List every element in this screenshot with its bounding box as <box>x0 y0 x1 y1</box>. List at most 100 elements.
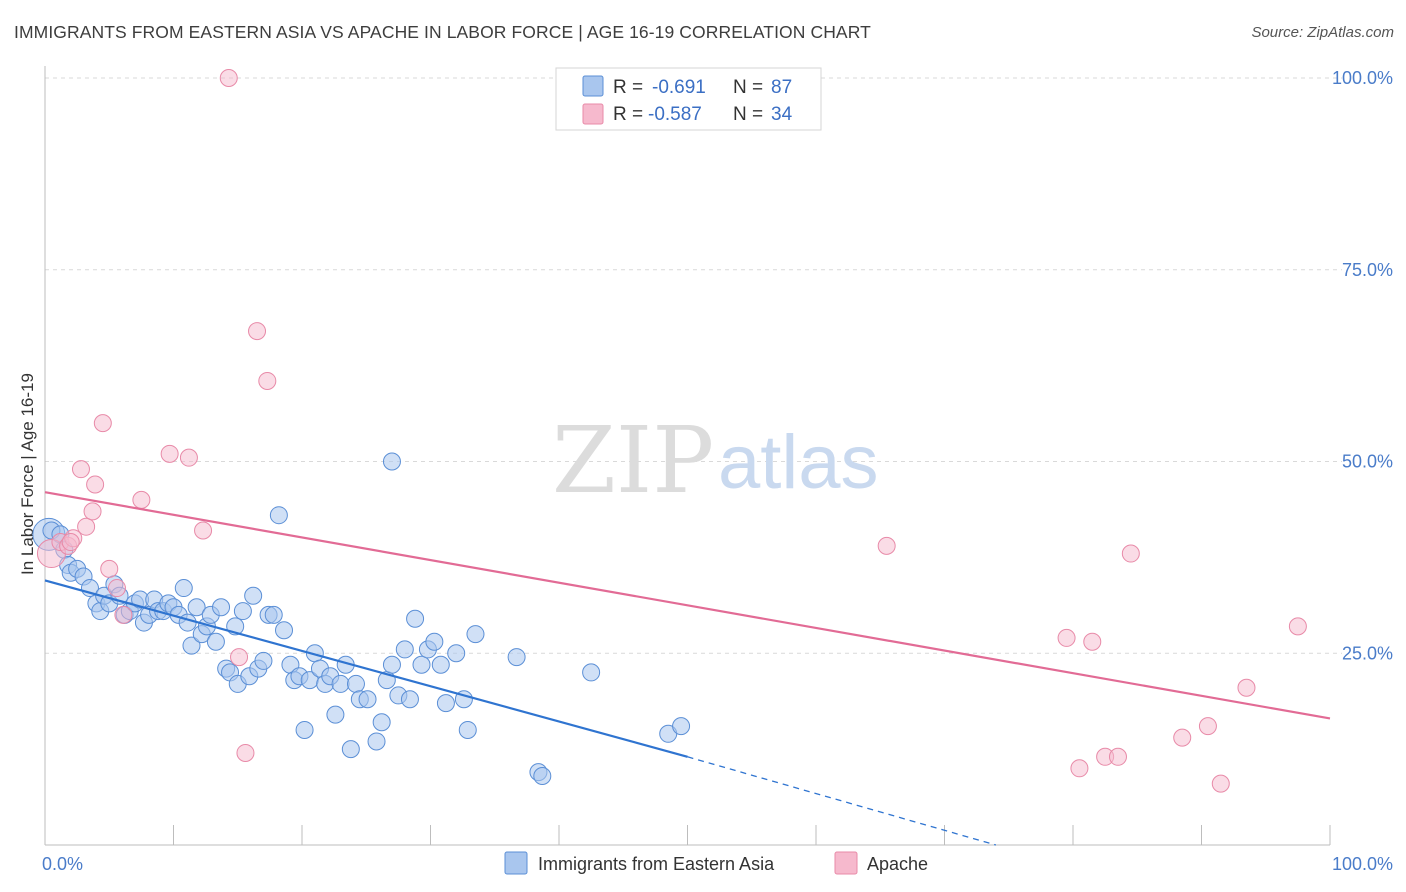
trend-lines <box>44 491 1331 846</box>
bottom-legend-swatch-blue <box>504 851 528 875</box>
data-point-blue <box>174 579 193 598</box>
bottom-legend-swatch-pink <box>834 851 858 875</box>
data-point-blue <box>346 674 365 693</box>
data-point-blue <box>178 613 197 632</box>
data-point-blue <box>187 598 206 617</box>
data-point-pink <box>1198 717 1217 736</box>
data-point-blue <box>233 602 252 621</box>
watermark-zip: ZIP <box>552 407 714 514</box>
data-point-pink <box>61 533 80 552</box>
data-point-pink <box>194 521 213 540</box>
data-point-pink <box>107 579 126 598</box>
data-point-pink <box>86 475 105 494</box>
data-point-blue <box>244 586 263 605</box>
data-point-blue <box>269 506 288 525</box>
legend-n-label-1: N = <box>733 77 763 98</box>
data-point-pink <box>1108 747 1127 766</box>
data-point-pink <box>248 322 267 341</box>
data-point-pink <box>1070 759 1089 778</box>
data-point-blue <box>412 655 431 674</box>
axes <box>44 66 1331 846</box>
gridlines <box>45 77 1342 654</box>
data-point-blue <box>295 720 314 739</box>
data-point-blue <box>400 690 419 709</box>
legend-r-label-1: R = <box>613 77 643 98</box>
x-tick-label: 100.0% <box>1332 854 1393 874</box>
legend-r-value-1: -0.691 <box>652 77 706 98</box>
legend-n-value-1: 87 <box>771 77 792 98</box>
data-point-pink <box>1057 628 1076 647</box>
data-point-pink <box>114 605 133 624</box>
data-point-blue <box>406 609 425 628</box>
data-point-pink <box>1173 728 1192 747</box>
data-point-blue <box>533 766 552 785</box>
y-tick-label: 25.0% <box>1342 643 1393 663</box>
data-point-blue <box>582 663 601 682</box>
legend-n-label-2: N = <box>733 104 763 125</box>
data-point-blue <box>458 720 477 739</box>
x-tick-label: 0.0% <box>42 854 83 874</box>
trend-line-blue-extension <box>687 756 997 846</box>
data-point-pink <box>77 517 96 536</box>
data-point-blue <box>367 732 386 751</box>
data-point-blue <box>326 705 345 724</box>
data-point-blue <box>358 690 377 709</box>
data-point-pink <box>132 490 151 509</box>
legend-r-label-2: R = <box>613 104 643 125</box>
data-point-pink <box>71 460 90 479</box>
data-point-pink <box>236 743 255 762</box>
bottom-legend-label-pink: Apache <box>867 854 928 874</box>
trend-line-pink <box>44 491 1331 720</box>
data-point-blue <box>395 640 414 659</box>
legend-r-value-2: -0.587 <box>648 104 702 125</box>
bottom-legend-label-blue: Immigrants from Eastern Asia <box>538 854 775 874</box>
data-point-blue <box>341 740 360 759</box>
tick-labels: 25.0% 50.0% 75.0% 100.0% 0.0% 100.0% <box>42 68 1393 874</box>
data-point-blue <box>372 713 391 732</box>
data-point-blue <box>507 648 526 667</box>
data-point-blue <box>254 651 273 670</box>
data-point-pink <box>1121 544 1140 563</box>
data-point-pink <box>160 444 179 463</box>
data-point-blue <box>331 674 350 693</box>
data-point-blue <box>425 632 444 651</box>
series-pink-points <box>36 69 1307 793</box>
chart-title: IMMIGRANTS FROM EASTERN ASIA VS APACHE I… <box>14 22 871 42</box>
data-point-blue <box>382 655 401 674</box>
y-tick-label: 100.0% <box>1332 68 1393 88</box>
data-point-pink <box>230 648 249 667</box>
data-point-pink <box>1083 632 1102 651</box>
data-point-pink <box>83 502 102 521</box>
legend-n-value-2: 34 <box>771 104 793 125</box>
source-credit: Source: ZipAtlas.com <box>1251 24 1394 41</box>
data-point-blue <box>182 636 201 655</box>
data-point-blue <box>382 452 401 471</box>
data-point-pink <box>100 559 119 578</box>
data-point-blue <box>264 605 283 624</box>
data-point-blue <box>212 598 231 617</box>
trend-line-blue <box>44 579 688 758</box>
data-point-blue <box>436 694 455 713</box>
watermark: ZIP atlas <box>552 407 879 514</box>
series-blue-points <box>32 452 691 785</box>
data-point-pink <box>877 536 896 555</box>
data-point-blue <box>206 632 225 651</box>
data-point-pink <box>258 371 277 390</box>
legend-swatch-blue <box>582 75 604 97</box>
data-point-blue <box>672 717 691 736</box>
y-tick-label: 50.0% <box>1342 452 1393 472</box>
data-point-pink <box>93 414 112 433</box>
data-point-pink <box>1288 617 1307 636</box>
data-point-pink <box>1211 774 1230 793</box>
data-point-pink <box>1237 678 1256 697</box>
legend-box: R = -0.691 N = 87 R = -0.587 N = 34 <box>555 67 822 131</box>
y-tick-label: 75.0% <box>1342 260 1393 280</box>
data-point-blue <box>275 621 294 640</box>
data-point-blue <box>431 655 450 674</box>
legend-swatch-pink <box>582 103 604 125</box>
data-point-pink <box>179 448 198 467</box>
watermark-atlas: atlas <box>718 420 879 505</box>
bottom-legend: Immigrants from Eastern Asia Apache <box>504 851 928 875</box>
data-point-blue <box>466 625 485 644</box>
data-point-pink <box>219 69 238 87</box>
